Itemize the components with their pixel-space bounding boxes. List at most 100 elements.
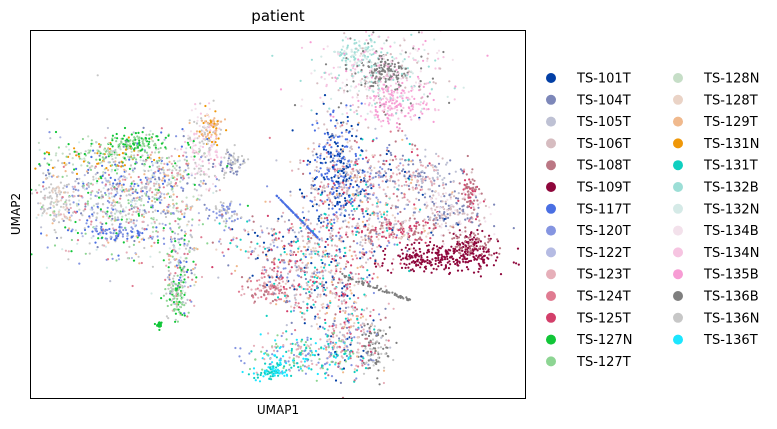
scatter-point bbox=[74, 211, 77, 214]
scatter-point bbox=[61, 175, 64, 178]
scatter-point bbox=[194, 149, 197, 153]
scatter-point bbox=[392, 172, 395, 175]
scatter-point bbox=[371, 341, 374, 345]
scatter-point bbox=[258, 289, 261, 292]
scatter-point bbox=[223, 118, 227, 121]
scatter-point bbox=[183, 293, 186, 296]
scatter-point bbox=[276, 350, 279, 353]
scatter-point bbox=[391, 180, 395, 183]
scatter-point bbox=[192, 144, 195, 147]
scatter-point bbox=[264, 271, 268, 274]
scatter-point bbox=[377, 329, 380, 332]
scatter-point bbox=[311, 200, 314, 203]
scatter-point bbox=[368, 175, 371, 178]
scatter-point bbox=[339, 148, 342, 151]
scatter-point bbox=[408, 235, 411, 238]
scatter-point bbox=[68, 199, 71, 202]
scatter-point bbox=[174, 182, 177, 185]
scatter-point bbox=[221, 213, 224, 216]
scatter-point bbox=[185, 159, 188, 162]
scatter-point bbox=[401, 196, 404, 200]
scatter-point bbox=[349, 245, 352, 248]
scatter-point bbox=[308, 172, 312, 175]
scatter-point bbox=[436, 178, 439, 181]
scatter-point bbox=[328, 355, 331, 358]
scatter-point bbox=[419, 208, 422, 211]
scatter-point bbox=[124, 214, 127, 217]
scatter-point bbox=[361, 171, 364, 174]
scatter-point bbox=[340, 291, 344, 294]
scatter-point bbox=[151, 195, 154, 199]
scatter-point bbox=[461, 169, 464, 172]
scatter-point bbox=[377, 91, 380, 94]
scatter-point bbox=[382, 329, 385, 332]
scatter-point bbox=[387, 36, 390, 39]
scatter-point bbox=[366, 330, 369, 333]
scatter-point bbox=[247, 250, 250, 253]
scatter-point bbox=[461, 258, 464, 261]
scatter-point bbox=[100, 194, 104, 197]
scatter-point bbox=[49, 214, 52, 217]
scatter-point bbox=[362, 266, 365, 269]
scatter-point bbox=[360, 178, 363, 182]
scatter-point bbox=[281, 276, 284, 279]
scatter-point bbox=[160, 192, 163, 195]
scatter-point bbox=[326, 139, 329, 142]
scatter-point bbox=[442, 205, 445, 209]
scatter-point bbox=[278, 359, 281, 362]
scatter-point bbox=[372, 291, 375, 295]
scatter-point bbox=[46, 118, 49, 121]
scatter-point bbox=[467, 236, 470, 239]
scatter-point bbox=[466, 185, 469, 188]
scatter-point bbox=[286, 310, 289, 313]
scatter-point bbox=[477, 224, 480, 227]
scatter-point bbox=[361, 54, 364, 58]
scatter-point bbox=[363, 309, 366, 312]
scatter-point bbox=[377, 160, 380, 163]
scatter-point bbox=[104, 150, 107, 153]
scatter-point bbox=[65, 155, 68, 158]
scatter-point bbox=[174, 272, 177, 275]
scatter-point bbox=[399, 158, 402, 161]
scatter-point bbox=[252, 372, 255, 375]
scatter-point bbox=[465, 266, 469, 269]
scatter-point bbox=[130, 201, 133, 204]
scatter-point bbox=[388, 234, 391, 237]
scatter-point bbox=[417, 102, 420, 106]
scatter-point bbox=[384, 316, 387, 319]
scatter-point bbox=[381, 57, 384, 61]
scatter-point bbox=[257, 254, 260, 257]
scatter-point bbox=[424, 260, 427, 263]
scatter-point bbox=[62, 202, 65, 206]
scatter-point bbox=[402, 66, 405, 69]
scatter-point bbox=[197, 170, 200, 173]
scatter-point bbox=[406, 198, 409, 201]
scatter-point bbox=[493, 203, 496, 206]
scatter-point bbox=[391, 262, 394, 265]
scatter-point bbox=[137, 230, 140, 233]
scatter-point bbox=[417, 191, 420, 194]
scatter-point bbox=[407, 266, 410, 269]
scatter-point bbox=[76, 242, 79, 245]
scatter-point bbox=[118, 182, 121, 185]
scatter-point bbox=[474, 238, 477, 241]
scatter-point bbox=[437, 211, 440, 214]
scatter-point bbox=[124, 178, 127, 181]
scatter-point bbox=[392, 358, 395, 362]
scatter-point bbox=[322, 289, 325, 293]
scatter-point bbox=[43, 210, 46, 213]
scatter-point bbox=[112, 182, 115, 185]
scatter-point bbox=[193, 188, 196, 191]
scatter-point bbox=[78, 177, 81, 180]
scatter-point bbox=[474, 234, 477, 237]
scatter-point bbox=[346, 115, 349, 119]
scatter-point bbox=[110, 155, 113, 158]
scatter-point bbox=[166, 168, 169, 172]
scatter-point bbox=[395, 57, 398, 60]
scatter-point bbox=[428, 92, 432, 95]
scatter-point bbox=[461, 172, 465, 175]
scatter-point bbox=[273, 228, 276, 231]
scatter-point bbox=[182, 301, 185, 304]
scatter-point bbox=[247, 256, 250, 259]
scatter-point bbox=[341, 287, 344, 290]
